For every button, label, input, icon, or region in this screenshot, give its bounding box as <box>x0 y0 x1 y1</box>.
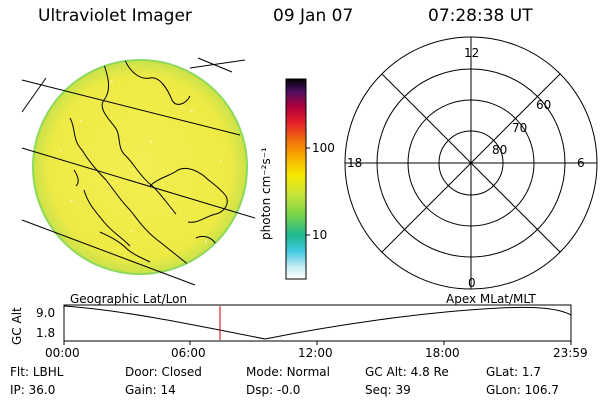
graticule-lines <box>21 57 256 286</box>
colorbar-unit-label: photon cm⁻²s⁻¹ <box>259 147 273 240</box>
uv-earth-image <box>32 59 248 275</box>
info-glat: GLat: 1.7 <box>486 365 542 379</box>
x-tick-0600: 06:00 <box>171 346 206 360</box>
apex-label: Apex MLat/MLT <box>446 292 536 306</box>
info-door: Door: Closed <box>125 365 202 379</box>
coastlines <box>69 60 228 267</box>
y-tick-1-8: 1.8 <box>36 326 56 340</box>
y-axis-label: GC Alt <box>10 307 24 345</box>
x-tick-0000: 00:00 <box>45 346 80 360</box>
x-tick-1800: 18:00 <box>425 346 460 360</box>
instrument-title: Ultraviolet Imager <box>38 6 192 26</box>
info-gc-alt: GC Alt: 4.8 Re <box>365 365 449 379</box>
y-tick-9: 9.0 <box>36 306 56 320</box>
info-gain: Gain: 14 <box>125 383 176 397</box>
x-tick-2359: 23:59 <box>553 346 588 360</box>
colorbar-tick-10: 10 <box>312 228 328 242</box>
lat-label-60: 60 <box>536 98 552 112</box>
info-mode: Mode: Normal <box>246 365 330 379</box>
mlt-label-0: 0 <box>468 276 476 290</box>
lat-label-70: 70 <box>512 121 528 135</box>
x-tick-1200: 12:00 <box>298 346 333 360</box>
info-dsp: Dsp: -0.0 <box>246 383 301 397</box>
image-time: 07:28:38 UT <box>428 6 533 26</box>
mlt-label-18: 18 <box>347 156 363 170</box>
mlt-label-12: 12 <box>464 46 480 60</box>
geographic-label: Geographic Lat/Lon <box>70 292 188 306</box>
info-flt: Flt: LBHL <box>10 365 64 379</box>
noise-texture <box>52 80 222 243</box>
polar-plot <box>344 36 598 290</box>
image-date: 09 Jan 07 <box>273 6 354 26</box>
info-ip: IP: 36.0 <box>10 383 56 397</box>
altitude-timeline <box>63 304 572 345</box>
colorbar-tick-100: 100 <box>312 141 335 155</box>
colorbar <box>285 78 310 280</box>
info-seq: Seq: 39 <box>365 383 411 397</box>
lat-label-80: 80 <box>492 143 508 157</box>
info-glon: GLon: 106.7 <box>486 383 559 397</box>
mlt-label-6: 6 <box>577 156 585 170</box>
